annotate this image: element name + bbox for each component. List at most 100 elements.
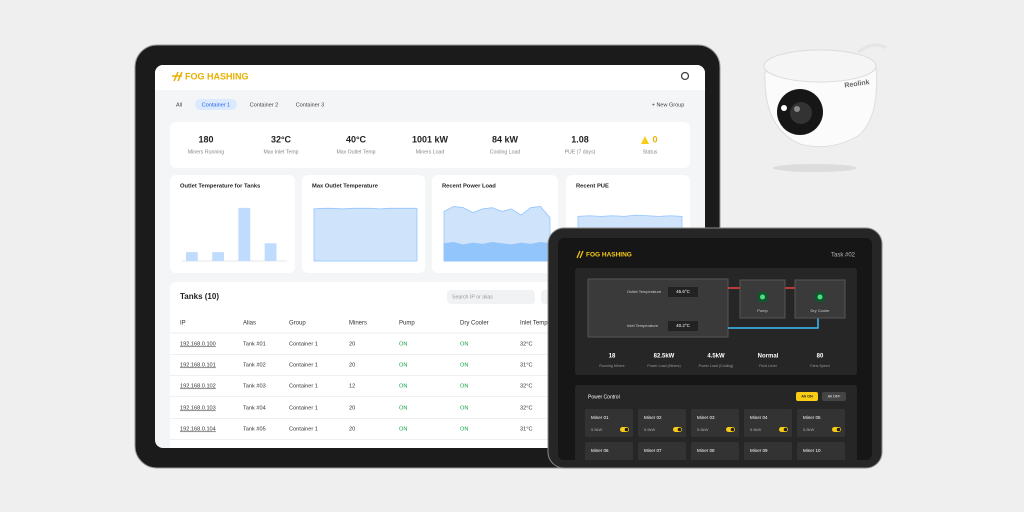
table-cell: ON — [460, 341, 468, 347]
fan-hub — [817, 294, 823, 300]
all-off-label[interactable]: All OFF — [828, 395, 842, 399]
miner-card — [585, 409, 633, 437]
miner-card — [744, 409, 792, 437]
column-header: Miners — [349, 321, 367, 327]
table-cell[interactable]: 192.168.0.102 — [180, 383, 216, 389]
miner-load: 5.5kW — [750, 427, 762, 432]
bar — [185, 252, 198, 261]
miner-load: 5.5kW — [591, 427, 603, 432]
miner-card — [691, 442, 739, 460]
table-cell: ON — [399, 341, 407, 347]
miner-card — [638, 442, 686, 460]
task-stat-value: 80 — [817, 354, 824, 360]
area — [443, 241, 551, 262]
inlet-label: Inlet Temperature — [627, 323, 659, 328]
table-cell: Container 1 — [289, 405, 318, 411]
miner-toggle-knob — [677, 427, 682, 432]
table-cell: Tank #02 — [243, 362, 266, 368]
table-cell: Tank #03 — [243, 383, 266, 389]
miner-load: 5.5kW — [803, 427, 815, 432]
table-cell: 12 — [349, 383, 355, 389]
table-cell[interactable]: 192.168.0.100 — [180, 341, 216, 347]
table-cell: 31°C — [520, 362, 533, 368]
table-cell: Container 1 — [289, 383, 318, 389]
task-stat-value: Normal — [758, 354, 779, 360]
miner-load: 5.5kW — [697, 427, 709, 432]
table-cell: 32°C — [520, 341, 533, 347]
miner-card — [797, 409, 845, 437]
stat-label: Max Inlet Temp — [263, 149, 298, 155]
camera-lens — [790, 102, 812, 124]
stat-value: 84 kW — [492, 134, 519, 144]
outlet-value-box — [668, 287, 698, 297]
table-cell: ON — [460, 383, 468, 389]
table-cell: 32°C — [520, 405, 533, 411]
column-header: Alias — [243, 321, 256, 327]
miner-name: Miner 07 — [644, 448, 662, 453]
tab[interactable]: Container 2 — [250, 102, 278, 108]
tab[interactable]: Container 3 — [296, 102, 324, 108]
task-stat-label: Power Load (Miners) — [647, 364, 680, 368]
miner-load: 5.5kW — [644, 427, 656, 432]
task-screen: FOG HASHING Task #02 Outlet Temperature 45.… — [575, 250, 857, 460]
table-cell: 31°C — [520, 426, 533, 432]
all-on-button[interactable] — [796, 392, 818, 401]
miner-name: Miner 03 — [697, 415, 715, 420]
stat-label: Cooling Load — [490, 149, 521, 155]
table-cell: ON — [399, 405, 407, 411]
miner-name: Miner 08 — [697, 448, 715, 453]
miner-name: Miner 01 — [591, 415, 609, 420]
chart-title: Outlet Temperature for Tanks — [180, 184, 260, 190]
table-cell: 20 — [349, 426, 355, 432]
all-off-button[interactable] — [822, 392, 846, 401]
miner-name: Miner 04 — [750, 415, 768, 420]
camera-lens-glint — [794, 106, 800, 112]
task-stat-label: Running Miners — [599, 364, 624, 368]
settings-icon[interactable] — [680, 71, 690, 81]
table-cell: ON — [399, 426, 407, 432]
tank-box — [587, 278, 729, 338]
table-cell: ON — [460, 426, 468, 432]
search-placeholder[interactable]: Search IP or alias — [452, 294, 493, 300]
stat-value: 40°C — [346, 134, 367, 144]
table-cell: 20 — [349, 405, 355, 411]
table-cell[interactable]: 192.168.0.104 — [180, 426, 216, 432]
table-title: Tanks (10) — [180, 292, 219, 301]
column-header: Group — [289, 321, 306, 327]
table-cell: ON — [399, 383, 407, 389]
logo-icon — [172, 71, 183, 82]
table-cell[interactable]: 192.168.0.103 — [180, 405, 216, 411]
all-on-label[interactable]: All ON — [801, 395, 813, 399]
new-group[interactable]: + New Group — [652, 102, 685, 108]
bar — [264, 243, 277, 261]
stat-label: PUE (7 days) — [565, 149, 596, 155]
search-box[interactable] — [447, 290, 535, 304]
stats-card — [170, 122, 690, 168]
task-logo-icon — [576, 250, 584, 259]
miner-toggle-knob — [624, 427, 629, 432]
cold-pipe — [728, 318, 819, 329]
miner-toggle-knob — [783, 427, 788, 432]
task-title: Task #02 — [831, 253, 856, 259]
miner-name: Miner 09 — [750, 448, 768, 453]
outlet-label: Outlet Temperature — [627, 289, 662, 294]
table-cell: Tank #01 — [243, 341, 266, 347]
table-cell[interactable]: 192.168.0.101 — [180, 362, 216, 368]
table-cell: Container 1 — [289, 426, 318, 432]
task-stat-label: Power Load (Cooling) — [699, 364, 734, 368]
task-stat-value: 4.5kW — [707, 354, 725, 360]
tab-selected[interactable] — [195, 99, 237, 110]
miner-card — [638, 409, 686, 437]
miner-card — [797, 442, 845, 460]
camera-brand: Reolink — [844, 79, 870, 89]
tab[interactable]: Container 1 — [202, 102, 230, 108]
column-header: IP — [180, 321, 186, 327]
miner-card — [744, 442, 792, 460]
table-cell: Container 1 — [289, 362, 318, 368]
stat-label: Miners Load — [416, 149, 445, 155]
stat-label: Status — [643, 149, 658, 155]
chart-title: Max Outlet Temperature — [312, 184, 379, 190]
miner-name: Miner 05 — [803, 415, 821, 420]
tab[interactable]: All — [176, 102, 182, 108]
camera-base — [763, 49, 877, 83]
